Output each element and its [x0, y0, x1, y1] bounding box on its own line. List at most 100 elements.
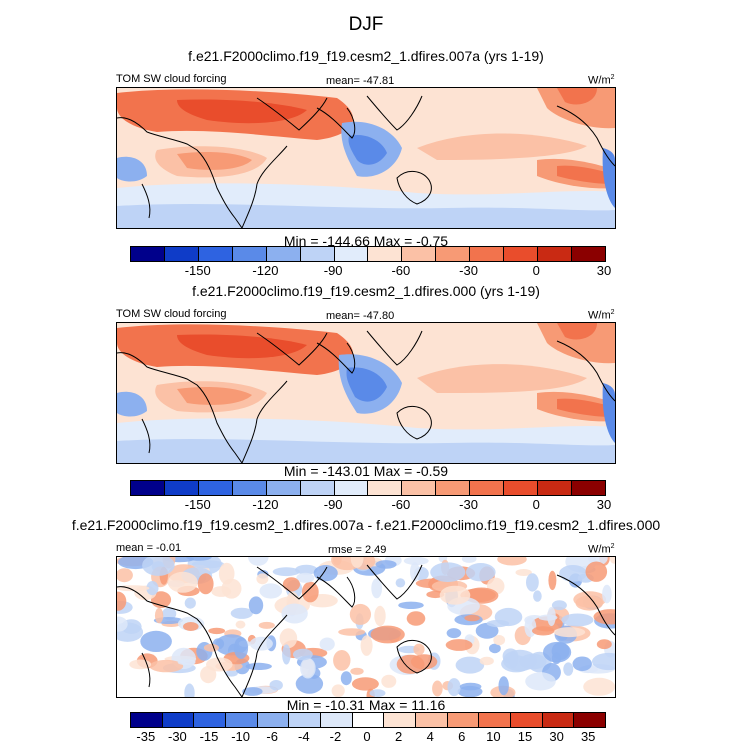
difference-field-patch — [146, 581, 159, 596]
colorbar-swatch — [289, 713, 322, 727]
difference-field-patch — [375, 560, 397, 569]
difference-field-patch — [248, 596, 264, 615]
difference-field-patch — [360, 635, 373, 656]
difference-field-patch — [333, 650, 351, 671]
colorbar-tick-label: -6 — [266, 729, 278, 744]
difference-field-patch — [279, 628, 298, 649]
difference-field-patch — [583, 677, 615, 696]
panel-2-colorbar-ticks: -150 -120 -90 -60 -30 0 30 — [130, 497, 612, 513]
colorbar-swatch — [368, 481, 403, 495]
difference-field-patch — [551, 600, 567, 611]
difference-field-patch — [459, 682, 482, 691]
difference-field-patch — [269, 680, 283, 691]
colorbar-swatch — [321, 713, 353, 727]
difference-field-patch — [508, 651, 518, 669]
colorbar-swatch — [436, 481, 471, 495]
colorbar-swatch — [479, 713, 512, 727]
difference-field-patch — [258, 621, 275, 629]
difference-field-patch — [486, 619, 510, 628]
colorbar-swatch — [402, 481, 437, 495]
difference-field-patch — [282, 644, 291, 665]
panel-3-minmax: Min = -10.31 Max = 11.16 — [286, 697, 446, 713]
difference-field-patch — [350, 667, 364, 675]
difference-field-patch — [410, 562, 420, 582]
colorbar-swatch — [571, 481, 605, 495]
difference-field-patch — [167, 571, 198, 593]
difference-field-patch — [445, 639, 473, 651]
difference-field-patch — [218, 562, 235, 585]
colorbar-swatch — [384, 713, 417, 727]
difference-field-patch — [602, 584, 612, 604]
colorbar-swatch — [542, 713, 575, 727]
difference-field-patch — [162, 607, 177, 620]
colorbar-tick-label: -90 — [323, 497, 343, 512]
difference-field-patch — [585, 561, 608, 582]
difference-field-patch — [331, 684, 345, 697]
colorbar-tick-label: -35 — [136, 729, 156, 744]
panel-3-colorbar — [130, 712, 606, 728]
difference-field-patch — [293, 648, 313, 661]
colorbar-tick-label: 0 — [532, 497, 540, 512]
panel-1-units-label: W/m2 — [588, 74, 615, 87]
difference-field-patch — [479, 656, 494, 666]
panel-2-mean-label: mean= -47.80 — [326, 310, 395, 322]
difference-field-patch — [466, 563, 496, 582]
difference-field-patch — [610, 557, 615, 564]
colorbar-tick-label: 4 — [426, 729, 434, 744]
difference-field-patch — [543, 641, 572, 663]
difference-field-patch — [538, 614, 558, 621]
difference-field-patch — [350, 557, 364, 568]
colorbar-swatch — [436, 247, 471, 261]
difference-field-patch — [142, 557, 175, 576]
colorbar-swatch — [447, 713, 480, 727]
colorbar-swatch — [470, 481, 505, 495]
panel-3-case-title: f.e21.F2000climo.f19_f19.cesm2_1.dfires.… — [71, 517, 661, 533]
difference-field-patch — [553, 627, 586, 638]
difference-field-patch — [259, 583, 283, 599]
colorbar-tick-label: 30 — [596, 497, 612, 512]
colorbar-swatch — [198, 481, 233, 495]
colorbar-swatch — [538, 247, 572, 261]
colorbar-swatch — [511, 713, 543, 727]
difference-field-patch — [332, 557, 342, 566]
colorbar-swatch — [131, 713, 163, 727]
colorbar-tick-label: 35 — [580, 729, 596, 744]
difference-field-patch — [493, 635, 506, 646]
difference-field-patch — [349, 603, 371, 625]
colorbar-tick-label: 2 — [394, 729, 403, 744]
panel-1-map — [116, 87, 616, 229]
colorbar-swatch — [574, 713, 606, 727]
colorbar-tick-label: -10 — [231, 729, 250, 744]
difference-field-patch — [515, 569, 532, 576]
colorbar-tick-label: -120 — [252, 263, 279, 278]
colorbar-swatch — [416, 713, 448, 727]
panel-1-case-title: f.e21.F2000climo.f19_f19.cesm2_1.dfires.… — [188, 48, 544, 64]
panel-1-colorbar-ticks: -150 -120 -90 -60 -30 0 30 — [130, 263, 612, 279]
difference-field-patch — [256, 573, 269, 585]
difference-field-patch — [398, 601, 424, 609]
difference-field-patch — [245, 662, 272, 670]
difference-field-patch — [439, 585, 471, 605]
difference-field-patch — [183, 622, 199, 631]
panel-1-variable-label: TOM SW cloud forcing — [116, 73, 227, 85]
difference-field-patch — [525, 672, 556, 691]
difference-field-patch — [281, 603, 308, 624]
difference-field-patch — [117, 616, 128, 632]
colorbar-tick-label: -120 — [252, 497, 279, 512]
difference-field-patch — [374, 605, 386, 627]
difference-field-patch — [561, 613, 594, 627]
difference-field-patch — [410, 654, 438, 670]
difference-field-patch — [524, 617, 537, 638]
difference-field-patch — [370, 625, 405, 644]
colorbar-tick-label: -15 — [199, 729, 219, 744]
colorbar-swatch — [470, 247, 505, 261]
colorbar-swatch — [232, 481, 267, 495]
difference-field-patch — [592, 652, 615, 671]
difference-field-patch — [230, 607, 253, 619]
colorbar-swatch — [266, 481, 301, 495]
difference-field-patch — [338, 628, 366, 636]
difference-field-patch — [464, 614, 480, 622]
difference-field-patch — [369, 689, 386, 697]
difference-field-patch — [242, 687, 263, 696]
difference-field-patch — [533, 590, 542, 602]
